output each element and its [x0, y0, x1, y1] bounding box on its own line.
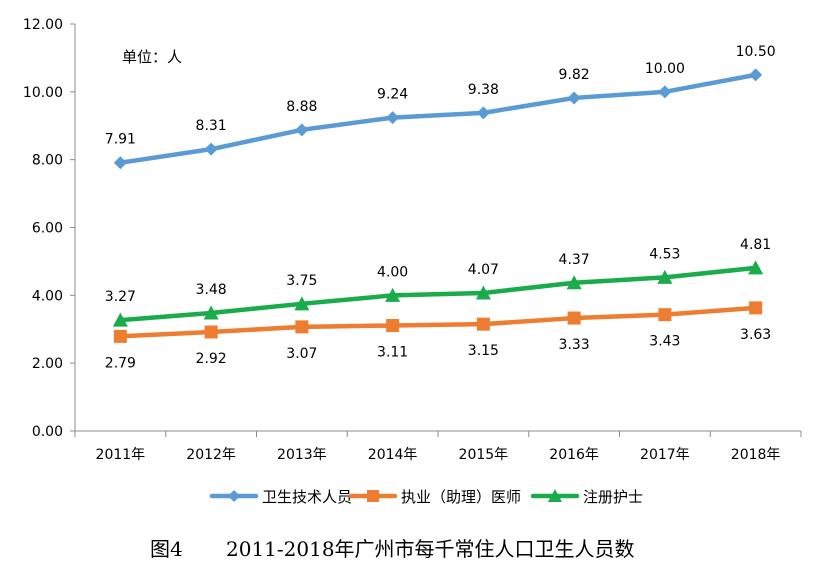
data-point — [657, 269, 673, 284]
data-point — [204, 325, 218, 339]
x-tick-label: 2014年 — [368, 447, 418, 463]
x-tick-label: 2018年 — [731, 447, 781, 463]
data-point — [113, 329, 127, 343]
data-point — [294, 296, 310, 311]
series-line — [118, 72, 758, 165]
series-line — [118, 265, 758, 323]
data-point — [295, 123, 309, 137]
data-label: 3.75 — [286, 273, 317, 289]
x-tick-label: 2013年 — [277, 447, 327, 463]
data-label: 9.82 — [559, 67, 590, 83]
data-point — [658, 85, 672, 99]
data-label: 3.63 — [740, 327, 771, 343]
data-label: 4.37 — [559, 252, 590, 268]
data-label: 10.50 — [736, 44, 776, 60]
legend-marker — [228, 490, 240, 502]
y-axis-ticks: 0.00 2.00 4.00 6.00 8.00 10.00 12.00 — [23, 17, 75, 440]
x-tick-label: 2017年 — [640, 447, 690, 463]
data-point — [749, 301, 763, 315]
data-label: 9.38 — [468, 82, 499, 98]
y-tick-label: 10.00 — [23, 85, 63, 101]
y-tick-label: 6.00 — [32, 221, 63, 237]
figure-number: 图4 — [150, 537, 183, 561]
data-label: 8.88 — [286, 99, 317, 115]
unit-note: 单位：人 — [122, 48, 182, 66]
data-label: 8.31 — [196, 118, 227, 134]
data-label: 4.07 — [468, 262, 499, 278]
y-tick-label: 8.00 — [32, 153, 63, 169]
figure-caption: 2011-2018年广州市每千常住人口卫生人员数 — [226, 537, 635, 561]
data-label: 3.33 — [559, 337, 590, 353]
data-point — [475, 285, 491, 300]
legend: 卫生技术人员 执业（助理）医师 注册护士 — [209, 488, 643, 506]
data-point — [748, 260, 764, 275]
data-label: 2.92 — [196, 351, 227, 367]
data-label: 3.15 — [468, 343, 499, 359]
legend-label: 执业（助理）医师 — [401, 488, 521, 506]
series-lines — [118, 72, 758, 339]
data-point — [203, 305, 219, 320]
x-tick-label: 2016年 — [549, 447, 599, 463]
data-point — [385, 287, 401, 302]
series-markers — [112, 68, 764, 343]
legend-label: 卫生技术人员 — [262, 488, 352, 506]
x-axis-ticks: 2011年 2012年 2013年 2014年 2015年 2016年 2017年 2018年 — [74, 431, 802, 463]
y-tick-label: 0.00 — [32, 424, 63, 440]
data-point — [204, 142, 218, 156]
y-tick-label: 4.00 — [32, 288, 63, 304]
data-label: 4.81 — [740, 237, 771, 253]
data-point — [567, 311, 581, 325]
data-point — [386, 319, 400, 333]
data-point — [386, 111, 400, 125]
data-label: 3.27 — [105, 289, 136, 305]
data-point — [113, 156, 127, 170]
x-tick-label: 2011年 — [96, 447, 146, 463]
data-point — [749, 68, 763, 82]
data-point — [112, 312, 128, 327]
y-tick-label: 12.00 — [23, 17, 63, 33]
data-point — [658, 308, 672, 322]
legend-label: 注册护士 — [583, 488, 643, 506]
legend-marker — [548, 489, 562, 502]
data-label: 3.48 — [196, 282, 227, 298]
data-label: 10.00 — [645, 61, 685, 77]
data-label: 4.53 — [649, 246, 680, 262]
data-label: 7.91 — [105, 132, 136, 148]
data-label: 9.24 — [377, 87, 408, 103]
x-tick-label: 2015年 — [459, 447, 509, 463]
data-label: 3.11 — [377, 345, 408, 361]
x-tick-label: 2012年 — [186, 447, 236, 463]
data-label: 3.07 — [286, 346, 317, 362]
data-label: 3.43 — [649, 334, 680, 350]
data-point — [476, 317, 490, 331]
y-tick-label: 2.00 — [32, 356, 63, 372]
legend-marker — [367, 490, 379, 502]
data-labels: 7.91 8.31 8.88 9.24 9.38 9.82 10.00 10.50 2.79 2.… — [105, 44, 776, 371]
data-point — [476, 106, 490, 120]
data-label: 2.79 — [105, 355, 136, 371]
data-label: 4.00 — [377, 264, 408, 280]
data-point — [567, 91, 581, 105]
data-point — [566, 275, 582, 290]
series-line — [118, 305, 758, 339]
data-point — [295, 320, 309, 334]
